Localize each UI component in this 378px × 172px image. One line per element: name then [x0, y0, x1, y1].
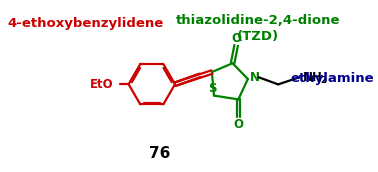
- Text: thiazolidine-2,4-dione
(TZD): thiazolidine-2,4-dione (TZD): [176, 14, 340, 43]
- Text: ethylamine: ethylamine: [290, 72, 374, 85]
- Text: 4-ethoxybenzylidene: 4-ethoxybenzylidene: [8, 17, 164, 30]
- Text: 2: 2: [320, 76, 326, 85]
- Text: N: N: [250, 71, 260, 84]
- Text: O: O: [231, 32, 241, 45]
- Text: NH: NH: [303, 71, 323, 84]
- Text: O: O: [233, 118, 243, 131]
- Text: EtO: EtO: [90, 78, 113, 91]
- Text: 76: 76: [149, 146, 171, 161]
- Text: S: S: [208, 82, 216, 95]
